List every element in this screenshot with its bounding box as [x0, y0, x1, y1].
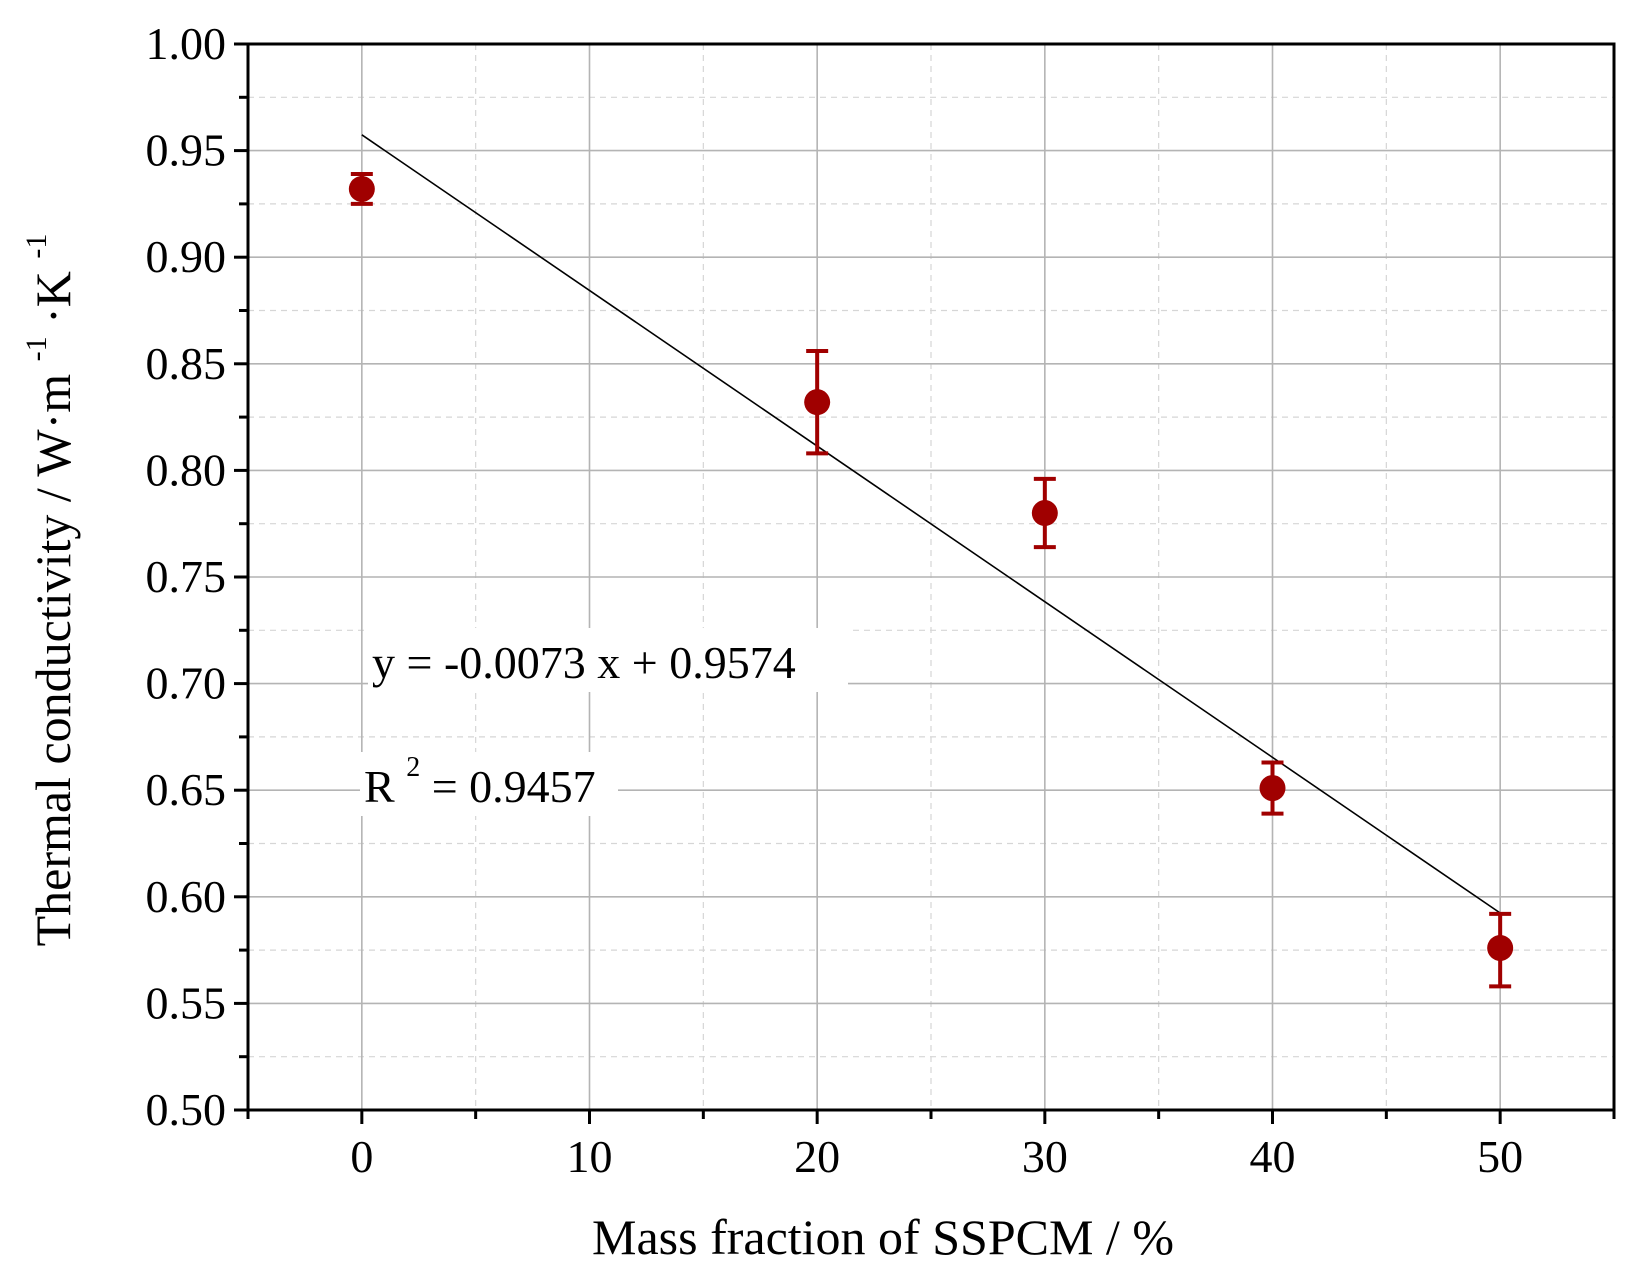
data-point-group — [1031, 476, 1058, 550]
data-point-group — [348, 172, 375, 206]
x-axis-title: Mass fraction of SSPCM / % — [592, 1209, 1174, 1265]
x-tick-label: 50 — [1477, 1131, 1523, 1182]
r-squared-symbol: R — [364, 761, 395, 812]
y-axis-title-main: Thermal conductivity / W·m — [25, 374, 81, 947]
y-axis-title-mid: ·K — [25, 271, 81, 324]
x-tick-label: 40 — [1250, 1131, 1296, 1182]
x-tick-label: 20 — [794, 1131, 840, 1182]
x-tick-label: 30 — [1022, 1131, 1068, 1182]
fit-line-group — [361, 134, 1501, 914]
x-tick-label: 0 — [350, 1131, 373, 1182]
y-tick-label: 0.90 — [146, 231, 227, 282]
y-tick-label: 0.80 — [146, 444, 227, 495]
y-axis-title-sup2: -1 — [20, 234, 53, 259]
fit-line — [361, 134, 1501, 914]
y-tick-label: 0.85 — [146, 338, 227, 389]
grid — [248, 43, 1614, 1111]
axes — [234, 42, 1616, 1124]
r-squared-superscript: 2 — [406, 752, 420, 783]
y-tick-label: 0.70 — [146, 658, 227, 709]
y-tick-label: 0.55 — [146, 977, 227, 1028]
y-tick-label: 0.75 — [146, 551, 227, 602]
r-squared-value: = 0.9457 — [432, 761, 596, 812]
r-squared: R 2 = 0.9457 — [364, 735, 596, 812]
data-point — [804, 389, 831, 416]
data-point-group — [1259, 760, 1286, 816]
data-point — [1031, 500, 1058, 527]
data-points — [348, 172, 1514, 989]
data-point-group — [1487, 911, 1514, 989]
y-tick-label: 1.00 — [146, 18, 227, 69]
data-point — [348, 175, 375, 202]
equation-background — [368, 628, 848, 692]
tick-labels: 0 10 20 30 40 50 0.50 0.55 0.60 0.65 0.70 0.75 0.80 0… — [146, 18, 1524, 1182]
y-axis-title-sup1: -1 — [20, 336, 53, 361]
data-point — [1259, 775, 1286, 802]
y-tick-label: 0.50 — [146, 1084, 227, 1135]
y-axis-title: Thermal conductivity / W·m -1 ·K -1 — [1, 234, 81, 947]
x-tick-label: 10 — [567, 1131, 613, 1182]
data-point-group — [804, 349, 831, 456]
y-tick-label: 0.60 — [146, 871, 227, 922]
data-point — [1487, 934, 1514, 961]
y-tick-label: 0.65 — [146, 764, 227, 815]
y-tick-label: 0.95 — [146, 125, 227, 176]
r2-background — [360, 752, 618, 816]
fit-equation: y = -0.0073 x + 0.9574 — [372, 637, 796, 688]
